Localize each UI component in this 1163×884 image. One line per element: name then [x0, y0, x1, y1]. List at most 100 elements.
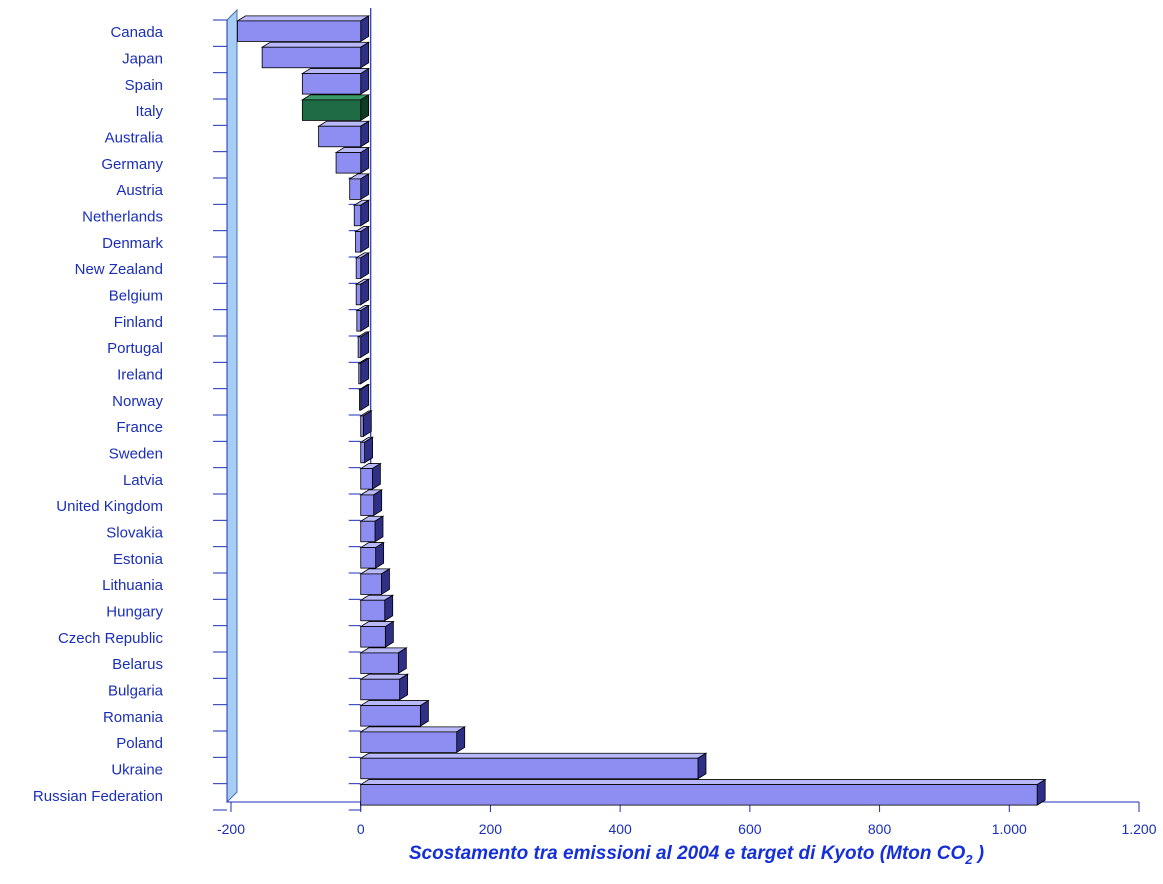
bar-side-face: [399, 673, 409, 701]
category-label: Russian Federation: [33, 788, 163, 805]
category-label: Czech Republic: [58, 630, 164, 647]
bar-front-face: [360, 731, 458, 753]
x-tick-label: 200: [479, 821, 503, 837]
bar-side-face: [373, 489, 383, 517]
bar-front-face: [360, 678, 401, 701]
bar-side-face: [360, 146, 370, 174]
x-axis-title-subscript: 2: [965, 851, 973, 867]
bar-front-face: [360, 705, 421, 727]
bar-side-face: [384, 620, 394, 648]
bar-front-face: [360, 652, 399, 674]
category-label: Belarus: [112, 656, 163, 673]
category-label: Bulgaria: [108, 683, 164, 700]
bar-top-face: [359, 752, 708, 759]
bar-side-face: [697, 752, 707, 780]
bar-top-face: [359, 726, 467, 733]
bar-top-face: [300, 94, 371, 101]
category-label: Poland: [116, 735, 163, 752]
bar-side-face: [360, 120, 370, 148]
bar: [359, 462, 382, 490]
bar: [359, 436, 375, 464]
category-label: Portugal: [107, 340, 163, 357]
bar-side-face: [360, 199, 370, 227]
category-label: Japan: [122, 51, 163, 68]
bar-side-face: [360, 357, 370, 385]
bar-front-face: [358, 362, 362, 385]
bar: [359, 778, 1047, 806]
bar: [355, 304, 371, 332]
bar-side-face: [374, 515, 384, 543]
category-label: Italy: [135, 103, 163, 120]
bar-front-face: [357, 336, 362, 358]
bar: [359, 620, 395, 648]
bar-side-face: [360, 278, 370, 306]
bar-front-face: [301, 73, 362, 95]
bar-front-face: [360, 626, 386, 648]
bar-side-face: [360, 304, 370, 332]
bar: [359, 594, 395, 622]
bar-side-face: [360, 173, 370, 201]
bar-front-face: [353, 204, 362, 227]
bar: [260, 41, 371, 69]
bar-top-face: [359, 700, 430, 706]
category-label: Latvia: [123, 472, 164, 489]
bar: [359, 568, 391, 596]
x-tick-label: 600: [738, 821, 762, 837]
bar-front-face: [360, 573, 382, 595]
category-label: France: [116, 419, 163, 436]
bar-front-face: [261, 46, 362, 69]
bar-front-face: [301, 99, 362, 121]
bar: [358, 383, 371, 411]
category-label: Lithuania: [102, 577, 164, 594]
bar-side-face: [360, 67, 370, 95]
bar-front-face: [360, 784, 1038, 806]
bar-side-face: [360, 383, 370, 411]
x-tick-label: 1.200: [1121, 821, 1156, 837]
x-axis-title: Scostamento tra emissioni al 2004 e targ…: [0, 843, 1163, 867]
x-tick-label: 0: [357, 821, 365, 837]
bar-front-face: [360, 494, 375, 516]
bar: [354, 252, 371, 280]
category-label: Belgium: [109, 288, 163, 305]
bar-side-face: [381, 568, 390, 596]
category-label: Canada: [110, 24, 163, 41]
bar-front-face: [360, 599, 386, 622]
bar-front-face: [360, 520, 376, 543]
category-label: Denmark: [102, 235, 163, 252]
bar-front-face: [355, 283, 362, 306]
category-label: Austria: [116, 182, 163, 199]
bar-front-face: [355, 231, 362, 253]
bar: [317, 120, 371, 148]
category-label: Netherlands: [82, 209, 163, 226]
bar-front-face: [360, 441, 366, 464]
x-tick-label: 400: [608, 821, 632, 837]
bar-front-face: [318, 125, 362, 148]
bar-top-face: [300, 68, 371, 74]
bar-front-face: [360, 757, 699, 780]
bar-top-face: [359, 779, 1047, 785]
x-axis-title-text: Scostamento tra emissioni al 2004 e targ…: [408, 843, 966, 864]
bar-side-face: [360, 41, 370, 69]
bar-side-face: [362, 410, 372, 438]
bar: [354, 225, 371, 253]
bar-top-face: [236, 15, 371, 22]
bar-side-face: [364, 436, 374, 464]
bar: [300, 94, 371, 122]
bar-front-face: [356, 310, 362, 332]
bar-front-face: [360, 547, 377, 569]
category-label: Estonia: [113, 551, 164, 568]
x-tick-label: -200: [217, 821, 245, 837]
category-label: Romania: [103, 709, 164, 726]
category-label: Ukraine: [111, 762, 163, 779]
category-label: Sweden: [109, 446, 163, 463]
bar-side-face: [419, 699, 429, 727]
bar: [359, 489, 384, 517]
bar-front-face: [360, 468, 373, 490]
bar: [236, 15, 371, 43]
bar-front-face: [335, 152, 362, 174]
bar: [348, 173, 371, 201]
category-label: Slovakia: [106, 525, 163, 542]
bar: [359, 752, 708, 780]
bar-front-face: [359, 389, 362, 411]
